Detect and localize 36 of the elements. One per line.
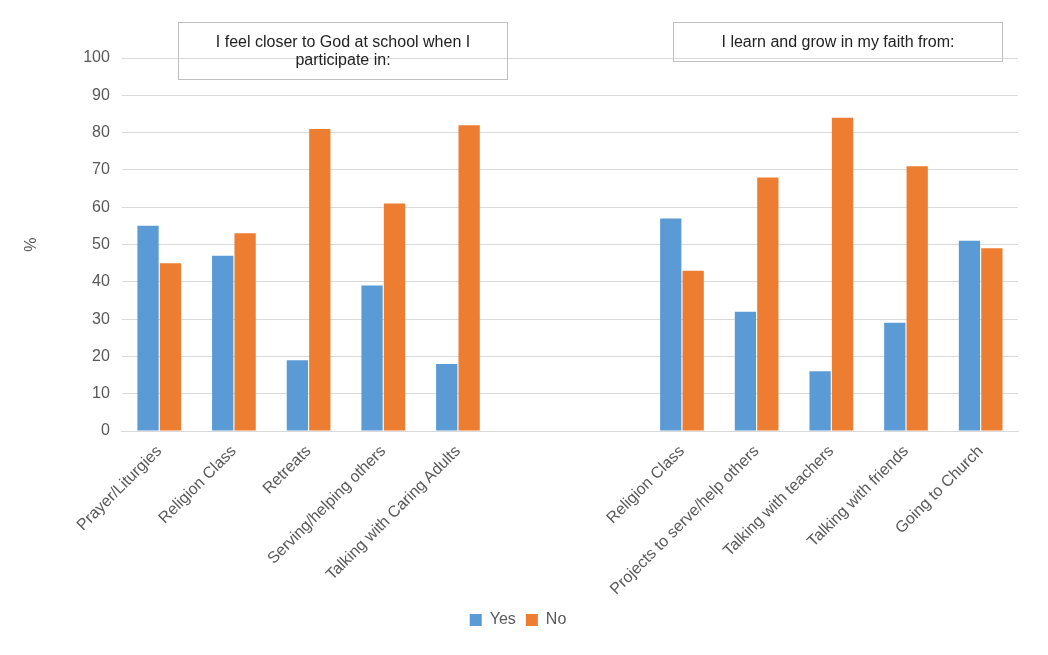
bar: [981, 248, 1003, 431]
bar: [757, 177, 779, 431]
bar: [309, 128, 331, 431]
y-tick-label: 90: [92, 85, 110, 103]
legend-label: No: [545, 610, 567, 628]
bar: [831, 117, 854, 431]
text: I learn and grow in my faith from:: [673, 22, 1003, 62]
y-tick-label: 100: [83, 48, 110, 66]
y-tick-label: 10: [92, 384, 110, 402]
bar: [436, 363, 458, 431]
bar: [660, 218, 682, 431]
bar: [458, 125, 480, 431]
bar: [958, 240, 981, 431]
bar: [234, 233, 256, 431]
y-tick-label: 0: [100, 421, 110, 439]
bar: [383, 203, 406, 431]
legend-label: Yes: [489, 610, 516, 628]
y-tick-label: 30: [92, 309, 110, 327]
y-axis-title: %: [22, 237, 40, 252]
bar: [137, 225, 159, 431]
annotation: I feel closer to God at school when I participate in:: [178, 22, 508, 80]
bar: [682, 270, 704, 431]
y-tick-label: 80: [92, 123, 110, 141]
bar: [212, 255, 234, 431]
y-tick-label: 60: [92, 197, 110, 215]
bar: [286, 360, 309, 431]
y-tick-label: 50: [92, 234, 110, 252]
y-tick-label: 40: [92, 272, 110, 290]
bar: [361, 285, 383, 431]
bar: [906, 166, 928, 431]
bar: [159, 263, 182, 431]
bar: [884, 322, 906, 431]
y-tick-label: 70: [92, 160, 110, 178]
y-tick-label: 20: [92, 346, 110, 364]
bar: [809, 371, 831, 431]
bar: [734, 311, 757, 431]
